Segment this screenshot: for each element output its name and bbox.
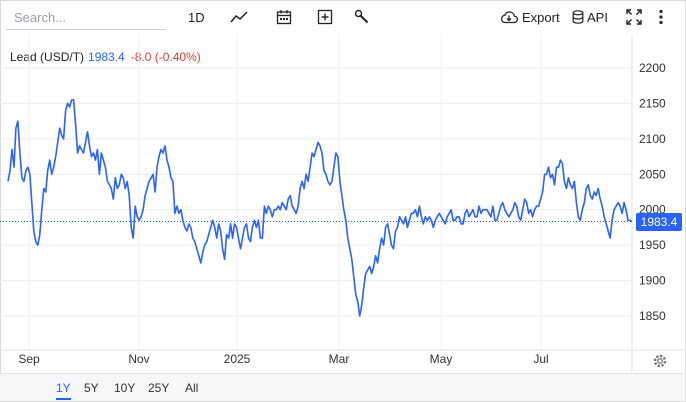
calendar-icon — [276, 9, 292, 25]
x-tick-label: Jul — [533, 352, 548, 366]
export-button[interactable]: Export — [500, 6, 560, 28]
more-options-button[interactable] — [658, 6, 664, 28]
y-tick-label: 1900 — [639, 274, 666, 288]
legend-change: -8.0 (-0.40%) — [130, 50, 201, 64]
range-25y[interactable]: 25Y — [148, 381, 170, 395]
range-10y[interactable]: 10Y — [114, 381, 136, 395]
x-tick-label: Mar — [329, 352, 350, 366]
tools-button[interactable] — [354, 6, 370, 28]
add-box-icon — [317, 9, 333, 25]
more-vertical-icon — [658, 9, 664, 25]
database-icon — [572, 10, 584, 24]
fullscreen-button[interactable] — [626, 6, 642, 28]
interval-button[interactable]: 1D — [188, 6, 205, 28]
wrench-icon — [354, 9, 370, 25]
api-button[interactable]: API — [572, 6, 608, 28]
chart-settings-button[interactable] — [652, 353, 668, 369]
chart-type-button[interactable] — [230, 6, 248, 28]
y-tick-label: 2150 — [639, 96, 666, 110]
toolbar: 1D Export API — [0, 0, 684, 34]
y-tick-label: 1950 — [639, 238, 666, 252]
line-chart-icon — [230, 10, 248, 24]
compare-button[interactable] — [317, 6, 333, 28]
date-range-button[interactable] — [276, 6, 292, 28]
x-tick-label: Nov — [128, 352, 149, 366]
fullscreen-icon — [626, 9, 642, 25]
y-tick-label: 2100 — [639, 132, 666, 146]
last-price-badge: 1983.4 — [636, 213, 682, 231]
search-input[interactable] — [6, 6, 166, 30]
range-1y[interactable]: 1Y — [56, 380, 71, 400]
cloud-download-icon — [500, 10, 518, 24]
api-label: API — [587, 9, 608, 25]
range-bar: 1Y 5Y 10Y 25Y All — [0, 373, 684, 401]
y-tick-label: 2050 — [639, 167, 666, 181]
x-tick-label: 2025 — [224, 352, 251, 366]
y-tick-label: 2200 — [639, 61, 666, 75]
range-5y[interactable]: 5Y — [84, 381, 99, 395]
range-all[interactable]: All — [185, 381, 199, 395]
gear-icon — [652, 354, 668, 373]
export-label: Export — [522, 9, 560, 25]
legend-price: 1983.4 — [88, 50, 125, 64]
x-tick-label: Sep — [18, 352, 40, 366]
y-tick-label: 1850 — [639, 309, 666, 323]
interval-label: 1D — [188, 9, 205, 25]
price-series-line[interactable] — [7, 99, 633, 317]
x-tick-label: May — [430, 352, 453, 366]
